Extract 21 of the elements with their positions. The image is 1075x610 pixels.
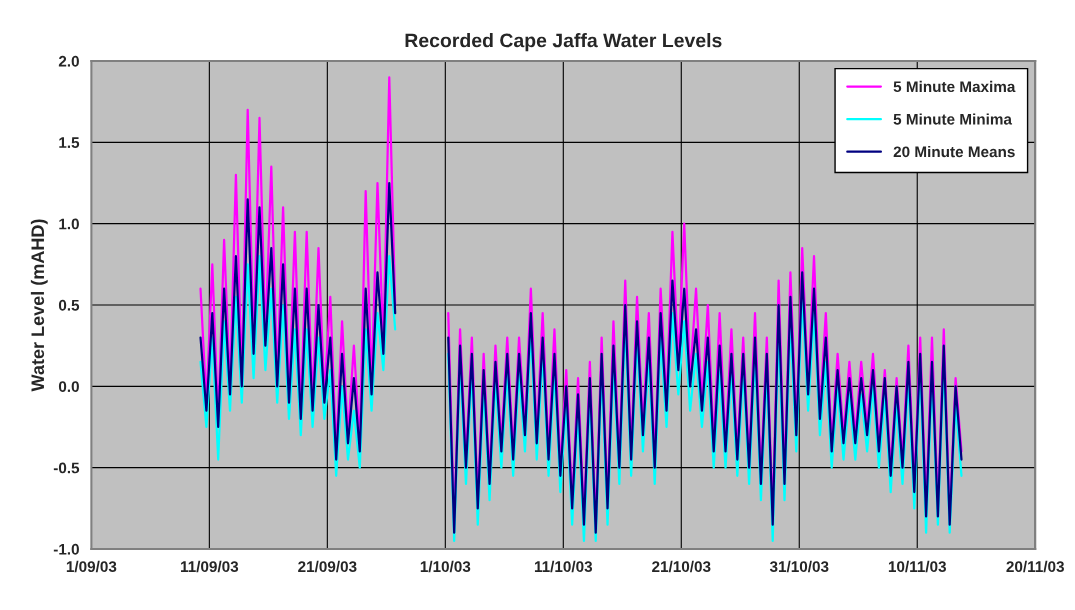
y-tick-label: 2.0 (58, 55, 79, 67)
y-axis-title: Water Level (mAHD) (30, 219, 48, 392)
x-tick-label: 10/11/03 (888, 560, 947, 573)
y-tick-label: 0.5 (58, 299, 80, 311)
x-tick-label: 11/10/03 (534, 560, 593, 573)
x-tick-label: 20/11/03 (1006, 560, 1064, 573)
x-tick-label: 21/09/03 (298, 560, 357, 573)
y-tick-label: 1.5 (59, 137, 80, 149)
y-tick-label: -0.5 (53, 462, 80, 474)
x-tick-label: 1/10/03 (420, 560, 471, 573)
legend-label: 5 Minute Maxima (893, 80, 1016, 93)
chart-title: Recorded Cape Jaffa Water Levels (405, 33, 722, 52)
y-tick-label: -1.0 (53, 543, 79, 555)
x-tick-label: 11/09/03 (181, 560, 239, 573)
x-tick-label: 1/09/03 (66, 560, 117, 573)
y-tick-label: 1.0 (59, 218, 79, 230)
legend-label: 5 Minute Minima (893, 113, 1013, 125)
legend-label: 20 Minute Means (893, 146, 1015, 158)
x-tick-label: 21/10/03 (652, 560, 711, 573)
y-tick-label: 0.0 (58, 381, 79, 393)
x-tick-label: 31/10/03 (769, 560, 829, 573)
